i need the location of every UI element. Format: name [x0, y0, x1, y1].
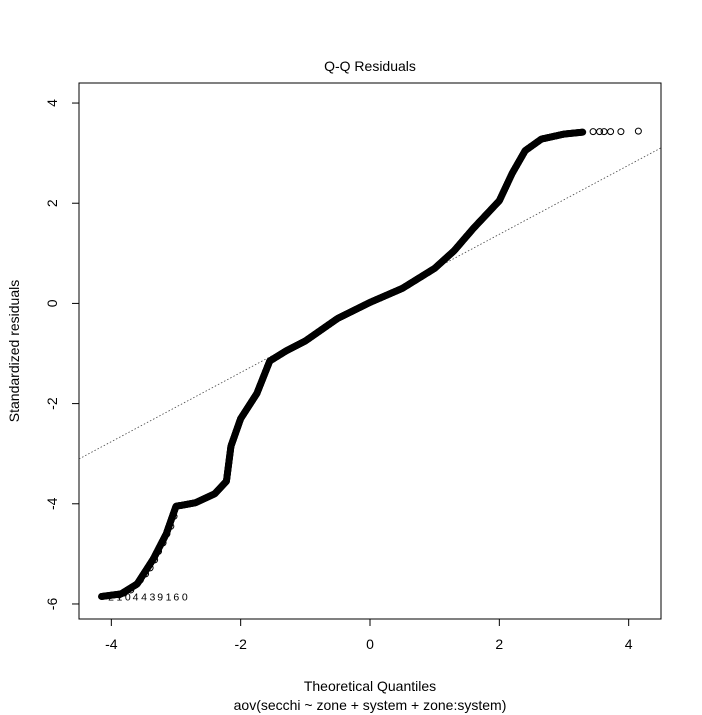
- x-axis-label: Theoretical Quantiles: [304, 678, 436, 694]
- y-tick-label: -6: [44, 598, 60, 611]
- data-point: [132, 581, 140, 589]
- data-point: [589, 128, 597, 136]
- data-point: [167, 522, 175, 530]
- data-point: [127, 586, 135, 594]
- y-tick-label: 2: [44, 199, 60, 207]
- point-label: 0: [125, 591, 131, 603]
- point-label: 1: [166, 591, 172, 603]
- point-label: 4: [141, 591, 147, 603]
- data-point: [120, 589, 128, 597]
- chart-title: Q-Q Residuals: [324, 58, 416, 74]
- y-tick-label: -4: [44, 497, 60, 510]
- x-tick-label: 2: [495, 636, 503, 652]
- data-point: [163, 530, 171, 538]
- data-point: [634, 127, 642, 135]
- data-point: [142, 570, 150, 578]
- y-tick-label: 0: [44, 299, 60, 307]
- x-tick-label: -4: [105, 636, 118, 652]
- point-label: 2: [108, 591, 114, 603]
- point-label: 9: [157, 591, 163, 603]
- data-point: [579, 128, 587, 136]
- data-point: [98, 592, 106, 600]
- y-axis: -6 -4 -2 0 2 4: [44, 99, 79, 610]
- data-point: [159, 539, 167, 547]
- x-tick-label: -2: [234, 636, 247, 652]
- data-point: [151, 556, 159, 564]
- data-point: [170, 512, 178, 520]
- x-tick-label: 4: [625, 636, 633, 652]
- point-label: 4: [133, 591, 139, 603]
- y-tick-label: 4: [44, 99, 60, 107]
- point-label: 3: [149, 591, 155, 603]
- x-axis: -4 -2 0 2 4: [105, 619, 633, 652]
- point-label: 0: [182, 591, 188, 603]
- point-label: 1: [117, 591, 123, 603]
- data-point: [607, 128, 615, 136]
- point-label: 6: [173, 591, 179, 603]
- data-point: [155, 547, 163, 555]
- data-point: [136, 576, 144, 584]
- y-axis-label: Standardized residuals: [6, 280, 22, 422]
- data-point: [600, 128, 608, 136]
- data-point: [617, 128, 625, 136]
- y-tick-label: -2: [44, 397, 60, 410]
- data-point: [146, 564, 154, 572]
- subtitle: aov(secchi ~ zone + system + zone:system…: [234, 697, 507, 713]
- data-points: [98, 127, 642, 600]
- x-tick-label: 0: [366, 636, 374, 652]
- data-point: [596, 128, 604, 136]
